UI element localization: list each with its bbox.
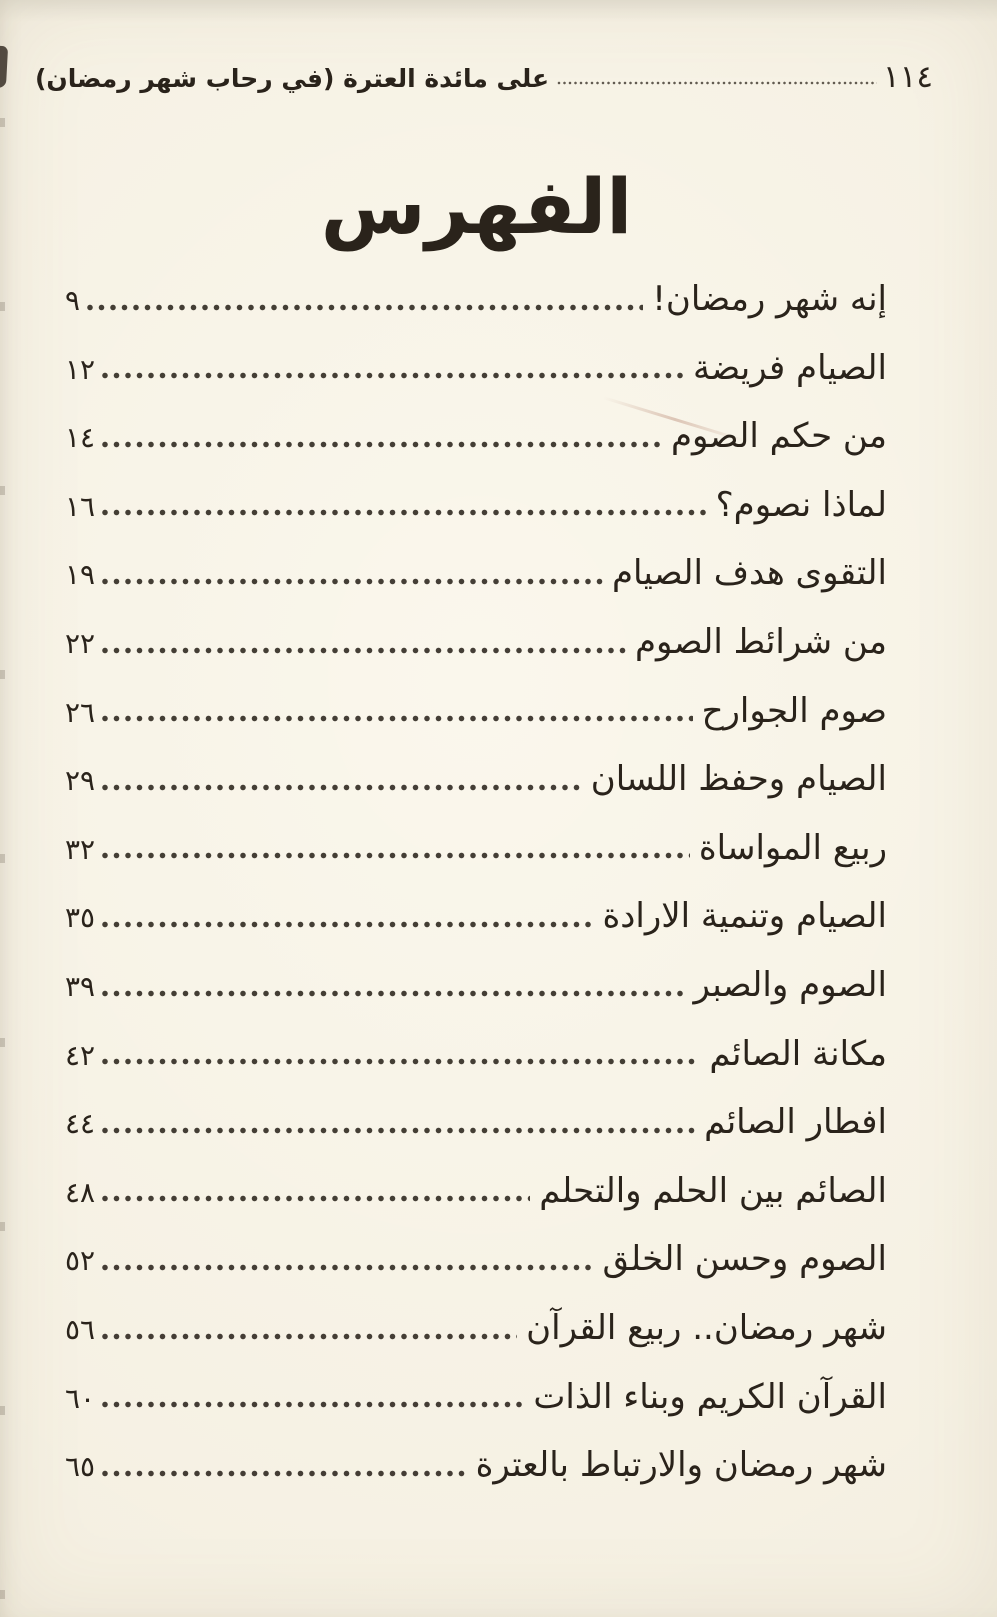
toc-entry-title: شهر رمضان.. ربيع القرآن — [526, 1308, 887, 1348]
toc-row: ٢٦ صوم الجوارح — [65, 664, 887, 733]
toc-page-number: ٣٩ — [65, 969, 96, 1003]
toc-row: ٣٩ الصوم والصبر — [65, 938, 887, 1007]
toc-entry-title: افطار الصائم — [704, 1102, 887, 1143]
dotted-leader — [102, 920, 594, 928]
toc-row: ١٢ الصيام فريضة — [65, 321, 887, 390]
toc-page-number: ١٢ — [65, 352, 96, 386]
toc-row: ٤٤ افطار الصائم — [65, 1075, 887, 1144]
toc-entry-title: الصيام وحفظ اللسان — [590, 759, 887, 800]
toc-page-number: ٦٥ — [65, 1450, 96, 1484]
toc-page-number: ٥٢ — [65, 1244, 96, 1278]
toc-entry-title: مكانة الصائم — [709, 1033, 887, 1074]
dotted-leader — [102, 783, 582, 791]
scan-corner-artifact — [0, 45, 9, 89]
toc-page-number: ٥٦ — [65, 1312, 96, 1346]
dotted-leader — [102, 646, 626, 654]
toc-entry-title: الصيام فريضة — [693, 347, 887, 388]
book-title: على مائدة العترة (في رحاب شهر رمضان) — [35, 64, 550, 93]
toc-page-number: ٣٢ — [65, 832, 96, 866]
toc-row: ١٩ التقوى هدف الصيام — [65, 526, 887, 595]
toc-row: ١٤ من حكم الصوم — [65, 389, 887, 458]
toc-page-number: ٢٩ — [65, 764, 96, 798]
toc-row: ٩ إنه شهر رمضان! — [65, 252, 887, 321]
running-header: على مائدة العترة (في رحاب شهر رمضان) ١١٤ — [35, 36, 933, 94]
dotted-leader — [87, 303, 644, 311]
dotted-leader — [102, 577, 603, 585]
toc-entry-title: من حكم الصوم — [670, 416, 887, 457]
dotted-leader — [102, 1332, 518, 1340]
toc-entry-title: الصيام وتنمية الارادة — [602, 896, 887, 937]
toc-page-number: ٩ — [65, 284, 81, 317]
dotted-leader — [102, 852, 690, 860]
toc-row: ٢٢ من شرائط الصوم — [65, 595, 887, 664]
header-dotted-leader — [557, 81, 878, 85]
toc-entry-title: لماذا نصوم؟ — [715, 484, 887, 525]
toc-row: ٣٥ الصيام وتنمية الارادة — [65, 869, 887, 938]
dotted-leader — [102, 509, 707, 517]
toc-page-number: ٤٨ — [65, 1175, 96, 1209]
dotted-leader — [102, 1469, 467, 1477]
toc-row: ٦٠ القرآن الكريم وبناء الذات — [65, 1350, 887, 1419]
scan-edge-marks — [0, 118, 5, 1617]
toc-entry-title: شهر رمضان والارتباط بالعترة — [475, 1445, 887, 1486]
toc-entry-title: من شرائط الصوم — [634, 622, 887, 663]
toc-entry-title: الصوم وحسن الخلق — [602, 1239, 887, 1280]
toc-page-number: ٤٤ — [65, 1107, 96, 1141]
dotted-leader — [102, 1401, 525, 1409]
dotted-leader — [102, 1058, 701, 1066]
toc-entry-title: صوم الجوارح — [701, 690, 887, 731]
toc-page-number: ٣٥ — [65, 901, 96, 935]
toc-row: ٤٨ الصائم بين الحلم والتحلم — [65, 1144, 887, 1213]
toc-entry-title: إنه شهر رمضان! — [652, 279, 887, 320]
toc-page-number: ٦٠ — [65, 1381, 96, 1415]
toc-row: ١٦ لماذا نصوم؟ — [65, 458, 887, 527]
toc-entry-title: الصوم والصبر — [693, 965, 887, 1006]
toc-row: ٣٢ ربيع المواساة — [65, 801, 887, 870]
toc-entry-title: الصائم بين الحلم والتحلم — [539, 1170, 887, 1211]
toc-page-number: ١٦ — [65, 489, 96, 523]
toc-page-number: ١٤ — [65, 421, 96, 455]
dotted-leader — [102, 989, 685, 997]
toc-list: ٩ إنه شهر رمضان! ١٢ الصيام فريضة ١٤ من ح… — [65, 252, 887, 1487]
toc-entry-title: ربيع المواساة — [698, 827, 887, 868]
toc-row: ٦٥ شهر رمضان والارتباط بالعترة — [65, 1418, 887, 1487]
toc-entry-title: القرآن الكريم وبناء الذات — [533, 1376, 887, 1417]
dotted-leader — [102, 372, 685, 380]
dotted-leader — [102, 1195, 531, 1203]
folio-page-number: ١١٤ — [883, 58, 933, 95]
toc-page-number: ٤٢ — [65, 1038, 96, 1072]
toc-row: ٥٦ شهر رمضان.. ربيع القرآن — [65, 1281, 887, 1350]
toc-row: ٥٢ الصوم وحسن الخلق — [65, 1212, 887, 1281]
contents-heading-text: الفهرس — [320, 162, 633, 251]
toc-row: ٢٩ الصيام وحفظ اللسان — [65, 732, 887, 801]
dotted-leader — [102, 715, 693, 723]
toc-entry-title: التقوى هدف الصيام — [611, 553, 887, 594]
dotted-leader — [102, 440, 662, 448]
contents-heading: الفهرس — [0, 158, 997, 278]
toc-row: ٤٢ مكانة الصائم — [65, 1007, 887, 1076]
toc-page-number: ٢٢ — [65, 626, 96, 660]
toc-page-number: ٢٦ — [65, 695, 96, 729]
dotted-leader — [102, 1263, 594, 1271]
dotted-leader — [102, 1126, 696, 1134]
toc-page-number: ١٩ — [65, 558, 96, 592]
scan-top-shadow — [0, 0, 997, 22]
